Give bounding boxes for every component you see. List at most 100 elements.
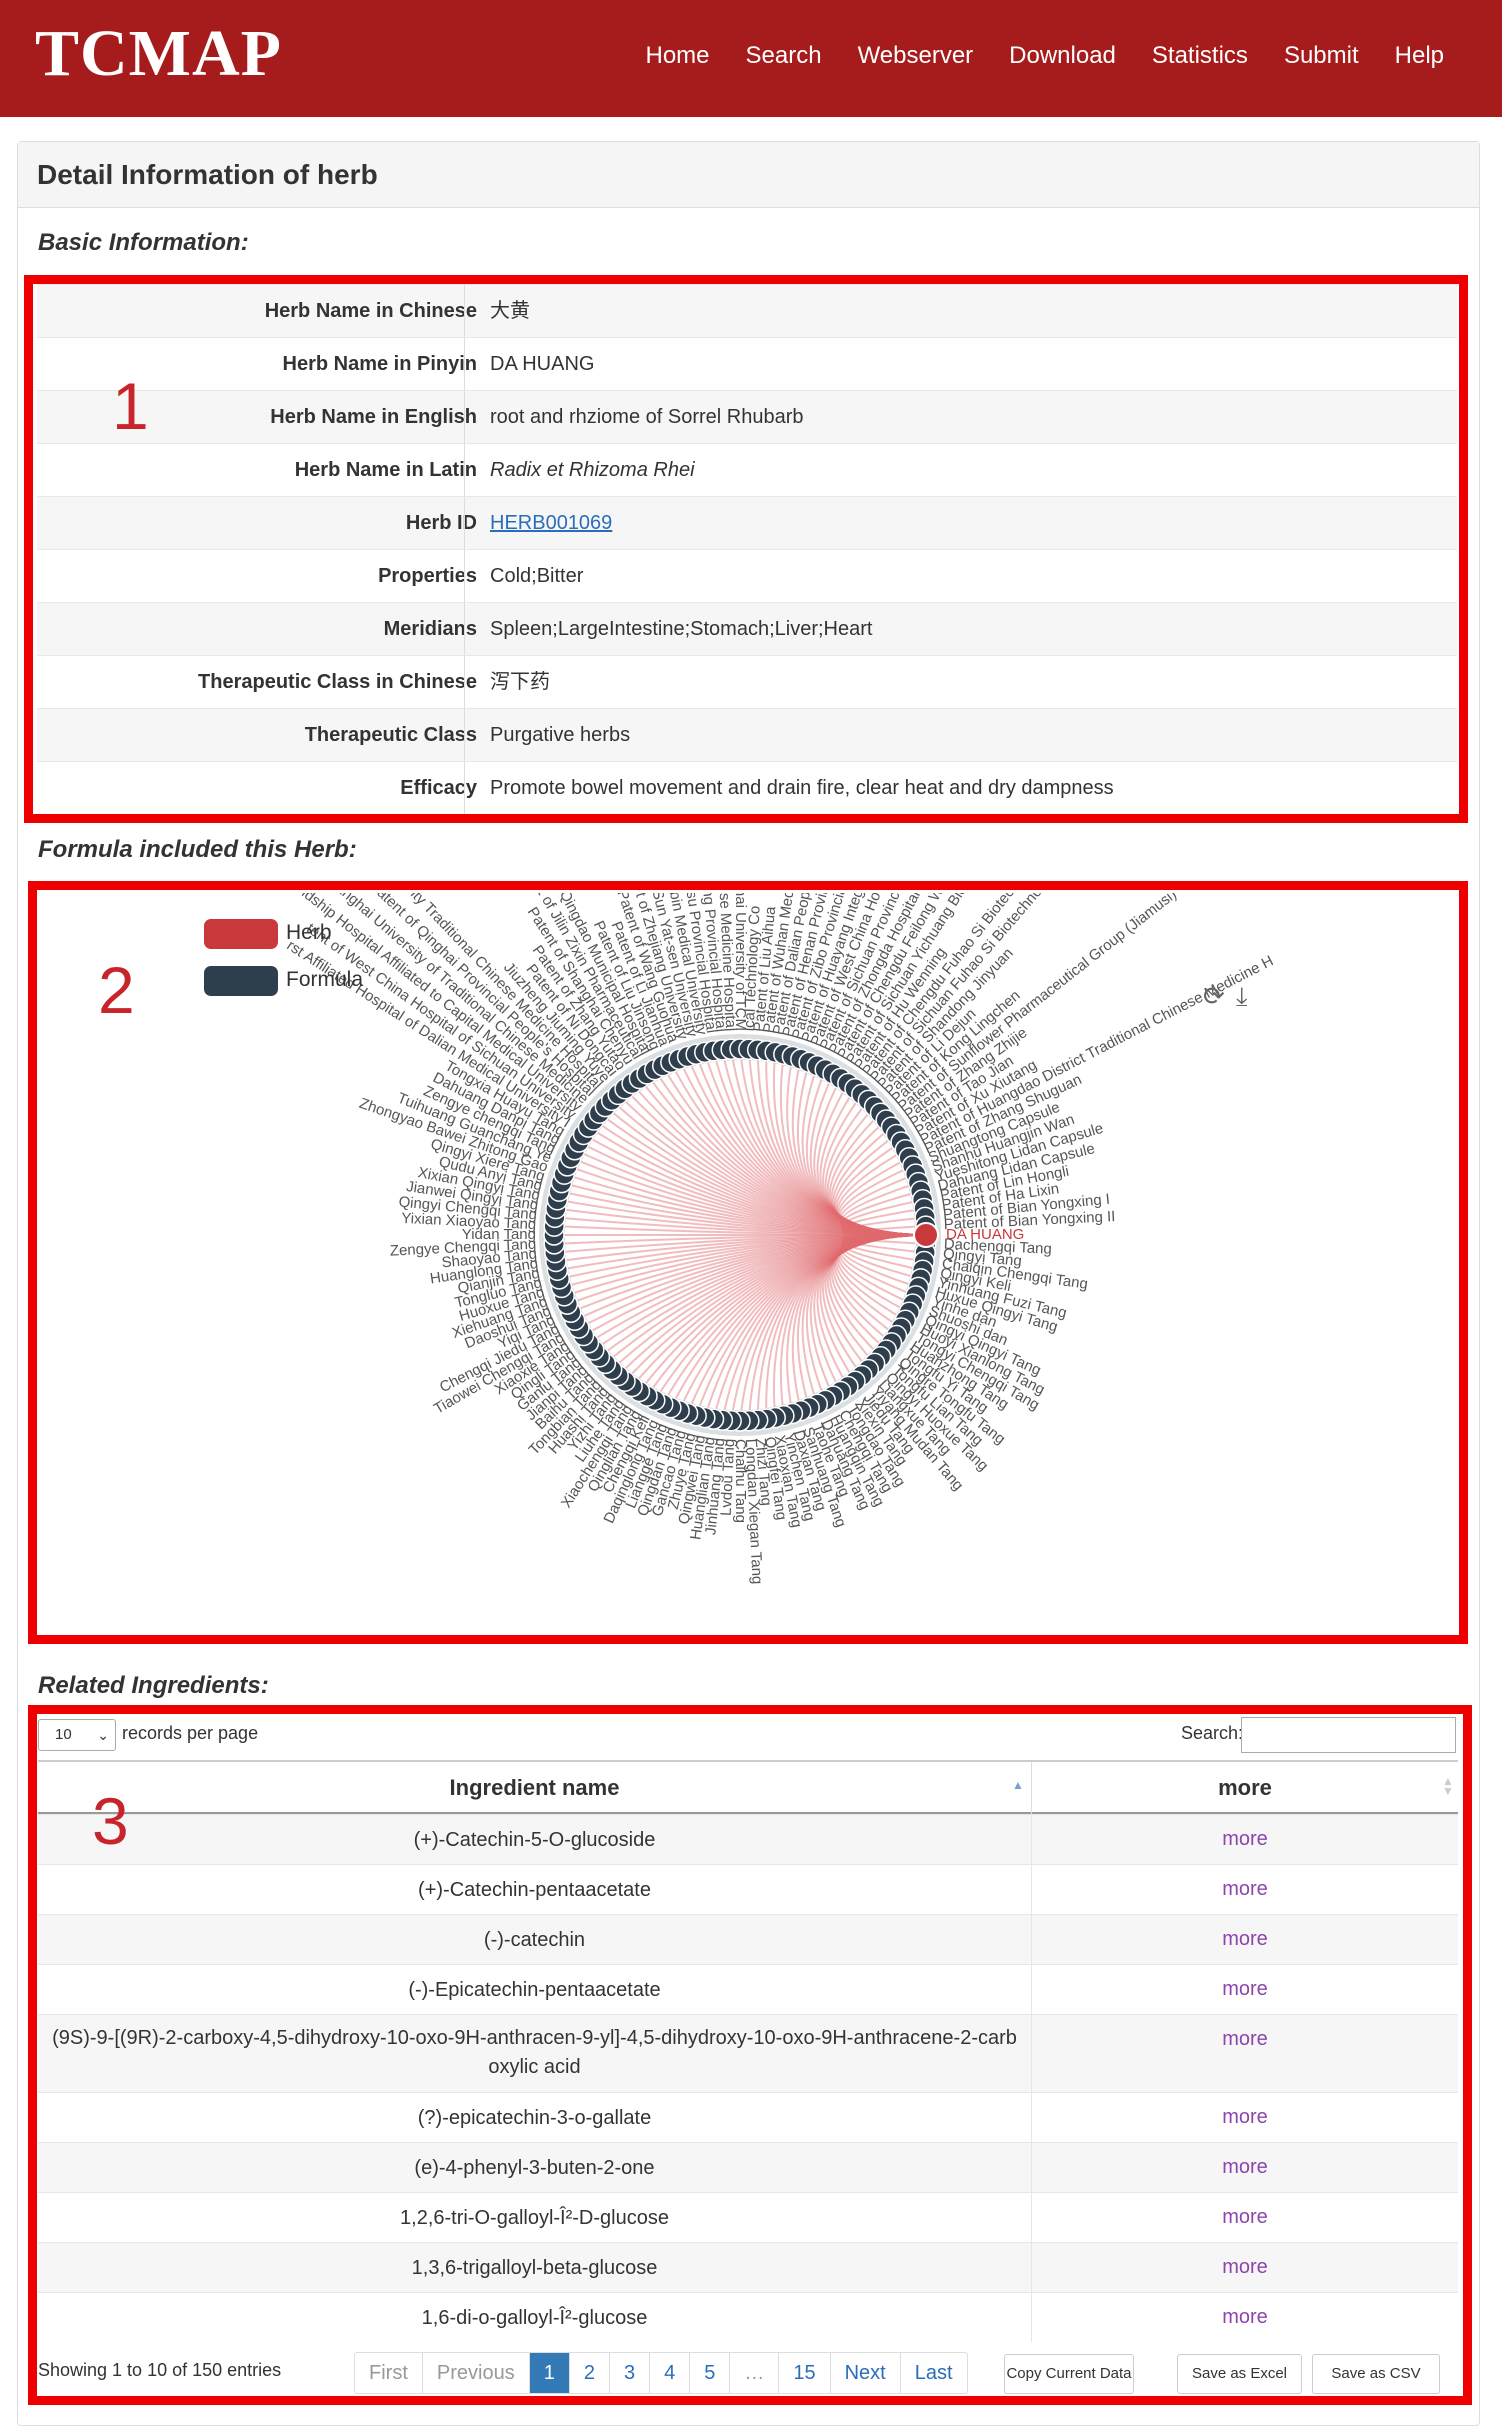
legend-herb-swatch[interactable] xyxy=(204,919,278,949)
more-link[interactable]: more xyxy=(1222,2106,1268,2128)
network-edge xyxy=(598,1234,927,1358)
more-link[interactable]: more xyxy=(1222,1928,1268,1950)
info-divider xyxy=(464,391,465,444)
info-label: Efficacy xyxy=(400,777,477,799)
network-edge xyxy=(765,1050,927,1236)
page-15-button[interactable]: 15 xyxy=(779,2353,831,2393)
info-divider xyxy=(464,444,465,497)
page-previous-button[interactable]: Previous xyxy=(423,2353,530,2393)
column-header-more[interactable]: more xyxy=(1218,1775,1272,1800)
panel-heading: Detail Information of herb xyxy=(18,142,1479,208)
nav-home[interactable]: Home xyxy=(645,42,710,69)
network-edge xyxy=(834,1133,927,1236)
column-header-ingredient-name[interactable]: Ingredient name xyxy=(449,1775,620,1800)
more-link[interactable]: more xyxy=(1222,2156,1268,2178)
network-edge xyxy=(836,1148,927,1236)
annotation-number-1: 1 xyxy=(112,369,149,443)
info-value: Radix et Rhizoma Rhei xyxy=(490,459,695,481)
page-2-button[interactable]: 2 xyxy=(570,2353,610,2393)
page-1-button[interactable]: 1 xyxy=(529,2353,570,2393)
nav-search[interactable]: Search xyxy=(745,42,822,69)
download-icon[interactable]: ⤓ xyxy=(1236,981,1248,1011)
network-edge xyxy=(765,1234,927,1420)
info-divider xyxy=(464,338,465,391)
info-value: Cold;Bitter xyxy=(490,565,584,587)
nav-help[interactable]: Help xyxy=(1394,42,1444,69)
page-last-button[interactable]: Last xyxy=(914,2362,953,2384)
formula-label: Yixian Xiaoyao Tang xyxy=(401,1210,537,1233)
page-length-text: records per page xyxy=(122,1723,259,1743)
save-excel-button[interactable]: Save as Excel xyxy=(1177,2354,1302,2394)
network-edge xyxy=(838,1234,927,1306)
table-row: 1,2,6-tri-O-galloyl-Î²-D-glucose more xyxy=(38,2192,1458,2242)
page-4-button[interactable]: 4 xyxy=(650,2353,691,2393)
network-edge xyxy=(712,1234,927,1420)
more-link[interactable]: more xyxy=(1222,1878,1268,1900)
formula-label: Zhizi Tang xyxy=(751,1437,774,1506)
page-5-button[interactable]: 5 xyxy=(690,2353,731,2393)
legend-formula-swatch[interactable] xyxy=(204,966,278,996)
network-edge xyxy=(555,1207,927,1236)
network-edge xyxy=(839,1173,927,1236)
search-input[interactable] xyxy=(1241,1717,1456,1753)
ingredient-name: (?)-epicatechin-3-o-gallate xyxy=(417,2107,652,2129)
ingredients-heading: Related Ingredients: xyxy=(38,1672,269,1699)
herb-node[interactable] xyxy=(913,1222,939,1248)
network-edge xyxy=(841,1234,927,1263)
network-edge xyxy=(686,1234,927,1414)
annotation-box-3 xyxy=(28,1705,1472,2405)
info-value: 泻下药 xyxy=(490,671,550,693)
ingredient-name: (+)-Catechin-pentaacetate xyxy=(418,1879,651,1901)
network-edge xyxy=(841,1207,927,1236)
herb-id-link[interactable]: HERB001069 xyxy=(490,512,613,534)
column-divider xyxy=(1031,2293,1032,2342)
info-divider xyxy=(464,603,465,656)
copy-data-button[interactable]: Copy Current Data xyxy=(1004,2354,1134,2394)
network-edge xyxy=(739,1048,927,1236)
network-edge xyxy=(839,1234,927,1297)
network-edge xyxy=(730,1234,927,1421)
legend-formula-label: Formula xyxy=(286,968,364,991)
page-3-button[interactable]: 3 xyxy=(610,2353,651,2393)
page-next-button[interactable]: Next xyxy=(831,2353,901,2393)
page-first-button[interactable]: First xyxy=(355,2353,423,2393)
nav-webserver[interactable]: Webserver xyxy=(857,42,974,69)
info-row: Herb Name in English root and rhziome of … xyxy=(37,390,1457,444)
info-row: Efficacy Promote bowel movement and drain… xyxy=(37,761,1457,815)
more-link[interactable]: more xyxy=(1222,2206,1268,2228)
info-divider xyxy=(464,762,465,815)
network-edge xyxy=(631,1082,927,1236)
network-edge xyxy=(598,1112,927,1236)
refresh-icon[interactable]: ⟳ xyxy=(1203,981,1225,1011)
network-edge xyxy=(824,1234,927,1371)
more-link[interactable]: more xyxy=(1222,2256,1268,2278)
network-edge xyxy=(832,1234,927,1344)
page-length-select[interactable]: 10 ⌄ xyxy=(38,1719,116,1751)
network-edge xyxy=(813,1078,927,1236)
nav-submit[interactable]: Submit xyxy=(1283,42,1359,69)
annotation-box-2 xyxy=(28,881,1468,1644)
network-edge xyxy=(624,1088,927,1236)
network-edge xyxy=(835,1234,927,1329)
more-link[interactable]: more xyxy=(1222,2028,1268,2050)
network-edge xyxy=(835,1141,927,1236)
network-edge xyxy=(838,1164,927,1236)
network-edge xyxy=(842,1225,927,1236)
network-edge xyxy=(809,1073,927,1236)
site-logo[interactable]: TCMAP xyxy=(35,17,282,90)
network-edge xyxy=(570,1234,927,1314)
info-label: Herb Name in Pinyin xyxy=(282,353,478,375)
page-length-value: 10 xyxy=(55,1726,72,1743)
save-csv-button[interactable]: Save as CSV xyxy=(1312,2354,1440,2394)
more-link[interactable]: more xyxy=(1222,2306,1268,2328)
info-label: Herb Name in Latin xyxy=(294,459,477,481)
nav-download[interactable]: Download xyxy=(1009,42,1116,69)
network-edge xyxy=(841,1198,927,1236)
more-link[interactable]: more xyxy=(1222,1828,1268,1850)
table-row: (-)-catechin more xyxy=(38,1914,1458,1964)
nav-statistics[interactable]: Statistics xyxy=(1151,42,1248,69)
network-edge xyxy=(841,1234,927,1272)
formula-label: hai University of TCM xyxy=(732,893,749,1031)
more-link[interactable]: more xyxy=(1222,1978,1268,2000)
legend-herb-label: Herb xyxy=(286,921,332,944)
